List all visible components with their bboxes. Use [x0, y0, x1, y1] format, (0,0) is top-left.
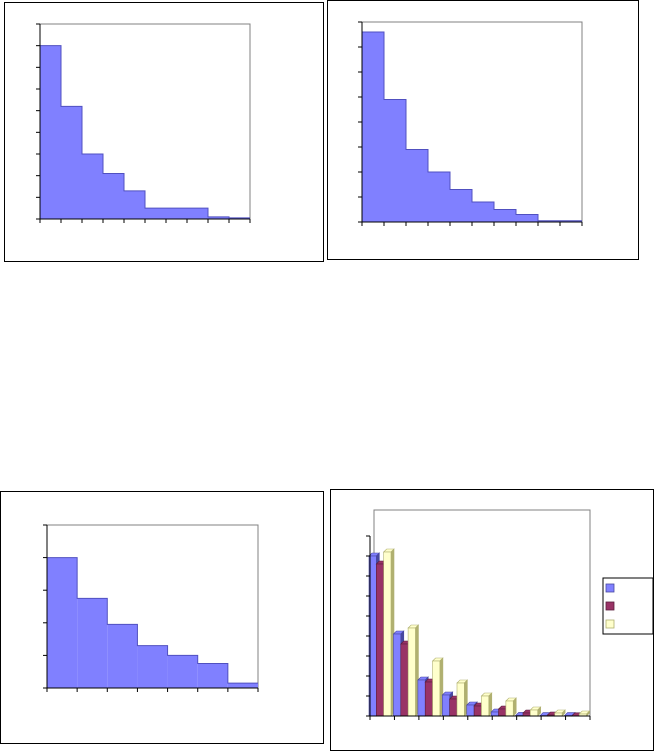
chart-4-legend-swatch [605, 601, 615, 611]
chart-4-bar [432, 660, 441, 717]
chart-2-bar [494, 209, 516, 222]
chart-3-bar [137, 645, 168, 688]
chart-4-bar [490, 711, 499, 717]
chart-2-bar [516, 214, 538, 222]
chart-2-plot-border [362, 21, 583, 222]
chart-1-step-outline [40, 45, 250, 219]
chart-2-bar [560, 220, 582, 222]
chart-4-bar [424, 681, 433, 717]
chart-4-bar [473, 705, 482, 717]
chart-2-bar [384, 99, 406, 222]
chart-4-bar [530, 709, 538, 717]
chart-4-bar-side [512, 697, 517, 717]
chart-2-bar [538, 220, 560, 222]
chart-2-bar [472, 202, 494, 222]
chart-2-bar [362, 32, 384, 222]
chart-4-bar [417, 679, 426, 717]
chart-2-step-outline [362, 31, 582, 222]
chart-2-bar [428, 172, 450, 222]
chart-3-bar [197, 663, 228, 688]
chart-4-bar [442, 694, 450, 717]
chart-1-bar [124, 190, 145, 219]
chart-3-bar [107, 624, 138, 688]
chart-4-legend-swatch [605, 619, 615, 629]
chart-4-bar [456, 682, 465, 717]
chart-2-bar [450, 189, 472, 222]
chart-1-bar [187, 208, 208, 219]
chart-4-bar [449, 698, 458, 717]
chart-3-plot-border [47, 524, 259, 688]
chart-4-bar [393, 633, 402, 717]
chart-1-bar [82, 154, 103, 219]
chart-4-bar [400, 643, 409, 717]
chart-1-bar [61, 106, 82, 219]
chart-3-bar [227, 683, 258, 688]
chart-3-bar [77, 598, 108, 688]
chart-4-bar [407, 627, 416, 717]
chart-1-bar [229, 217, 250, 219]
chart-4-legend-swatch [605, 583, 615, 593]
chart-1-bar [166, 208, 187, 219]
chart-4-bar [498, 708, 507, 717]
chart-3-bar [47, 557, 78, 688]
chart-1-bar [40, 45, 61, 219]
chart-2-bar [406, 149, 428, 222]
chart-1-plot-border [40, 23, 251, 219]
chart-1-bar [103, 173, 124, 219]
chart-4-bar [383, 551, 392, 717]
chart-3-bar [167, 655, 198, 688]
chart-1-bar [208, 216, 229, 219]
chart-3-step-outline [47, 557, 258, 684]
chart-4-bar [505, 700, 514, 717]
chart-4-bar [376, 563, 384, 717]
chart-1-bar [145, 208, 166, 219]
chart-4-bar [481, 695, 490, 717]
chart-4-bar [466, 704, 475, 717]
